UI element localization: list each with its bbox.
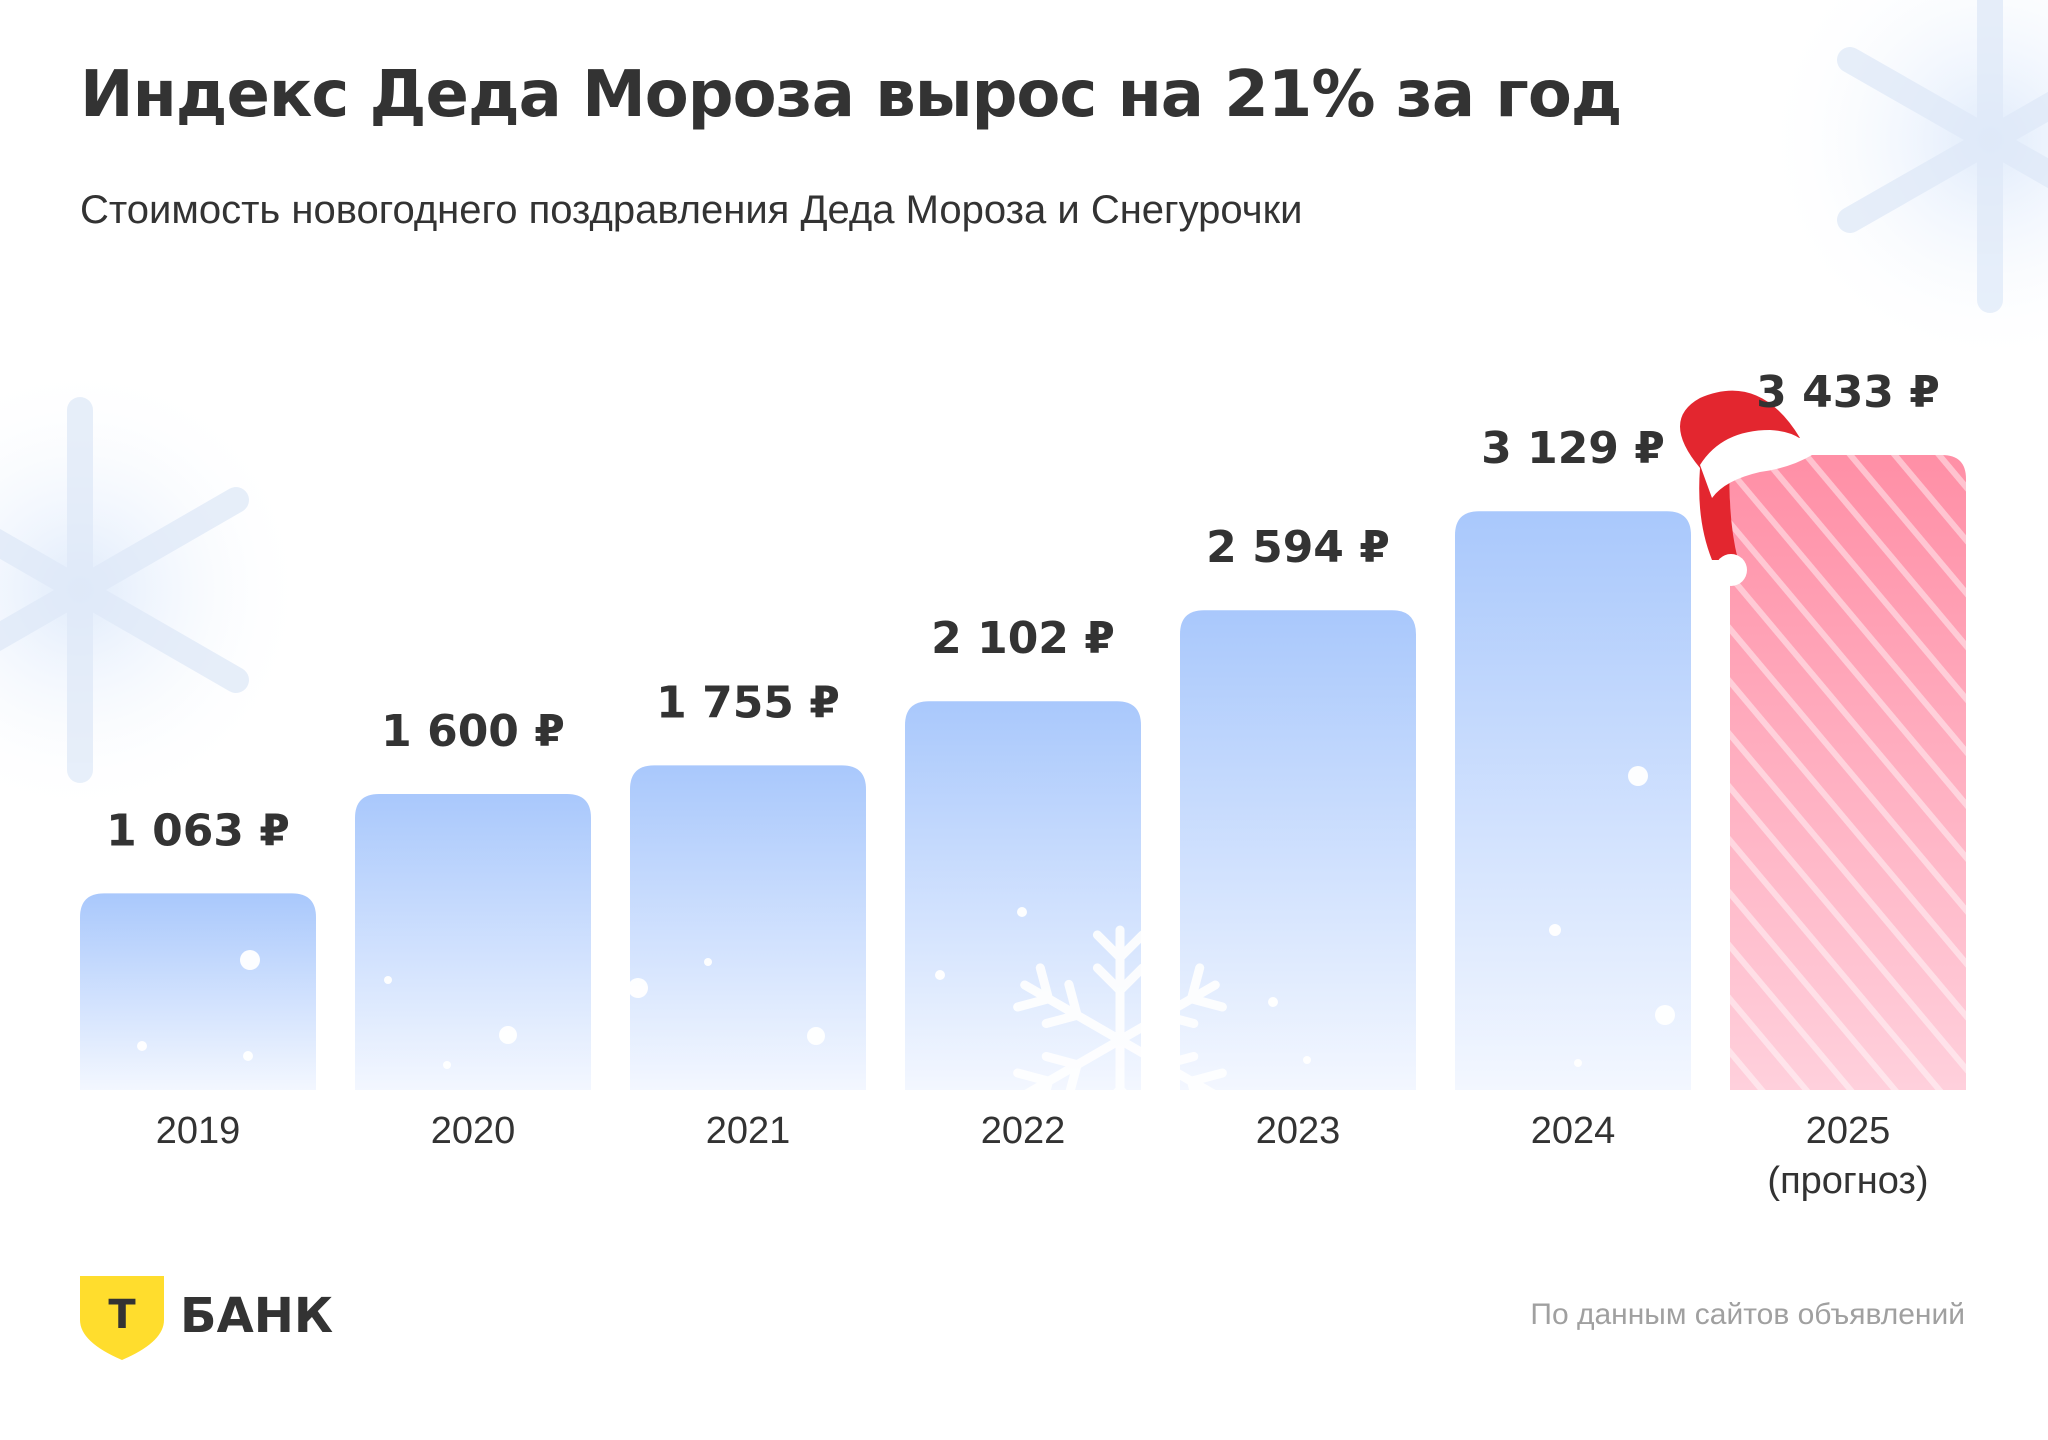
sparkle xyxy=(704,958,712,966)
snowflake-branch xyxy=(1041,1010,1082,1029)
sparkle xyxy=(935,970,945,980)
snowflake-branch xyxy=(1013,1068,1054,1086)
snowflake-branch xyxy=(1092,1118,1125,1150)
snowflake-branch xyxy=(1115,1118,1148,1150)
snowflake-branch xyxy=(1041,1051,1082,1070)
snowflake-branch xyxy=(1064,1060,1082,1101)
sparkle xyxy=(240,950,260,970)
forecast-note: (прогноз) xyxy=(1767,1160,1928,1202)
year-label: 2023 xyxy=(1256,1110,1341,1152)
chart-title: Индекс Деда Мороза вырос на 21% за год xyxy=(80,58,1622,132)
snowflake-branch xyxy=(1186,963,1205,1004)
sparkle xyxy=(1574,1059,1582,1067)
tbank-logo: Т БАНК xyxy=(80,1276,370,1360)
value-label: 2 102 ₽ xyxy=(931,613,1115,664)
sparkles xyxy=(137,766,1675,1069)
bar-2020 xyxy=(355,794,591,1090)
snowflake-branch xyxy=(1158,1010,1199,1029)
snowflake-branch xyxy=(1092,963,1125,995)
snowflake-branch xyxy=(1186,1068,1227,1086)
year-label: 2020 xyxy=(431,1110,516,1152)
snowflake-branch xyxy=(1186,1076,1205,1117)
sparkle xyxy=(137,1041,147,1051)
sparkle xyxy=(807,1027,825,1045)
value-label: 2 594 ₽ xyxy=(1206,522,1390,573)
sparkle xyxy=(499,1026,517,1044)
sparkle xyxy=(628,978,648,998)
snowflake-branch xyxy=(1186,994,1227,1012)
logo-mark-letter: Т xyxy=(108,1292,136,1338)
bar-2022 xyxy=(905,701,1141,1090)
snowflake-icon xyxy=(1013,925,1227,1155)
year-label: 2019 xyxy=(156,1110,241,1152)
snowflake-branch xyxy=(1115,930,1148,962)
sparkle xyxy=(1303,1056,1311,1064)
hat-brim xyxy=(1700,430,1812,498)
sparkle xyxy=(384,976,392,984)
snowflake-branch xyxy=(1035,1076,1054,1117)
sparkle xyxy=(243,1051,253,1061)
sparkle xyxy=(1655,1005,1675,1025)
year-label: 2022 xyxy=(981,1110,1066,1152)
snowflake-branch xyxy=(1064,979,1082,1020)
snowflake-branch xyxy=(1092,1085,1125,1117)
year-label: 2025 xyxy=(1806,1110,1891,1152)
value-label: 1 063 ₽ xyxy=(106,805,290,856)
sparkle xyxy=(1017,907,1027,917)
bar-2023 xyxy=(1180,610,1416,1090)
value-label: 1 755 ₽ xyxy=(656,677,840,728)
snowflake-branch xyxy=(1092,930,1125,962)
sparkle xyxy=(1268,997,1278,1007)
snowflake-branch xyxy=(1158,979,1176,1020)
sparkle xyxy=(1549,924,1561,936)
value-label: 1 600 ₽ xyxy=(381,706,565,757)
year-label: 2021 xyxy=(706,1110,791,1152)
bar-2019 xyxy=(80,893,316,1090)
sparkle xyxy=(1628,766,1648,786)
year-label: 2024 xyxy=(1531,1110,1616,1152)
snowflake-branch xyxy=(1013,994,1054,1012)
value-label: 3 433 ₽ xyxy=(1756,367,1940,418)
logo-text: БАНК xyxy=(180,1288,334,1344)
chart-subtitle: Стоимость новогоднего поздравления Деда … xyxy=(80,188,1303,232)
forecast-stripes xyxy=(1730,455,1966,1090)
value-label: 3 129 ₽ xyxy=(1481,423,1665,474)
hat-pompom xyxy=(1715,554,1747,586)
bar-2024 xyxy=(1455,511,1691,1090)
snowflake-branch xyxy=(1115,1085,1148,1117)
sparkle xyxy=(443,1061,451,1069)
bar-2021 xyxy=(630,765,866,1090)
source-note: По данным сайтов объявлений xyxy=(1530,1298,1965,1331)
tbank-shield-icon: Т xyxy=(80,1276,164,1360)
snowflake-branch xyxy=(1035,963,1054,1004)
snowflake-branch xyxy=(1115,963,1148,995)
snowflake-branch xyxy=(1158,1060,1176,1101)
santa-hat-icon xyxy=(1680,390,1812,586)
snowflake-branch xyxy=(1158,1051,1199,1070)
